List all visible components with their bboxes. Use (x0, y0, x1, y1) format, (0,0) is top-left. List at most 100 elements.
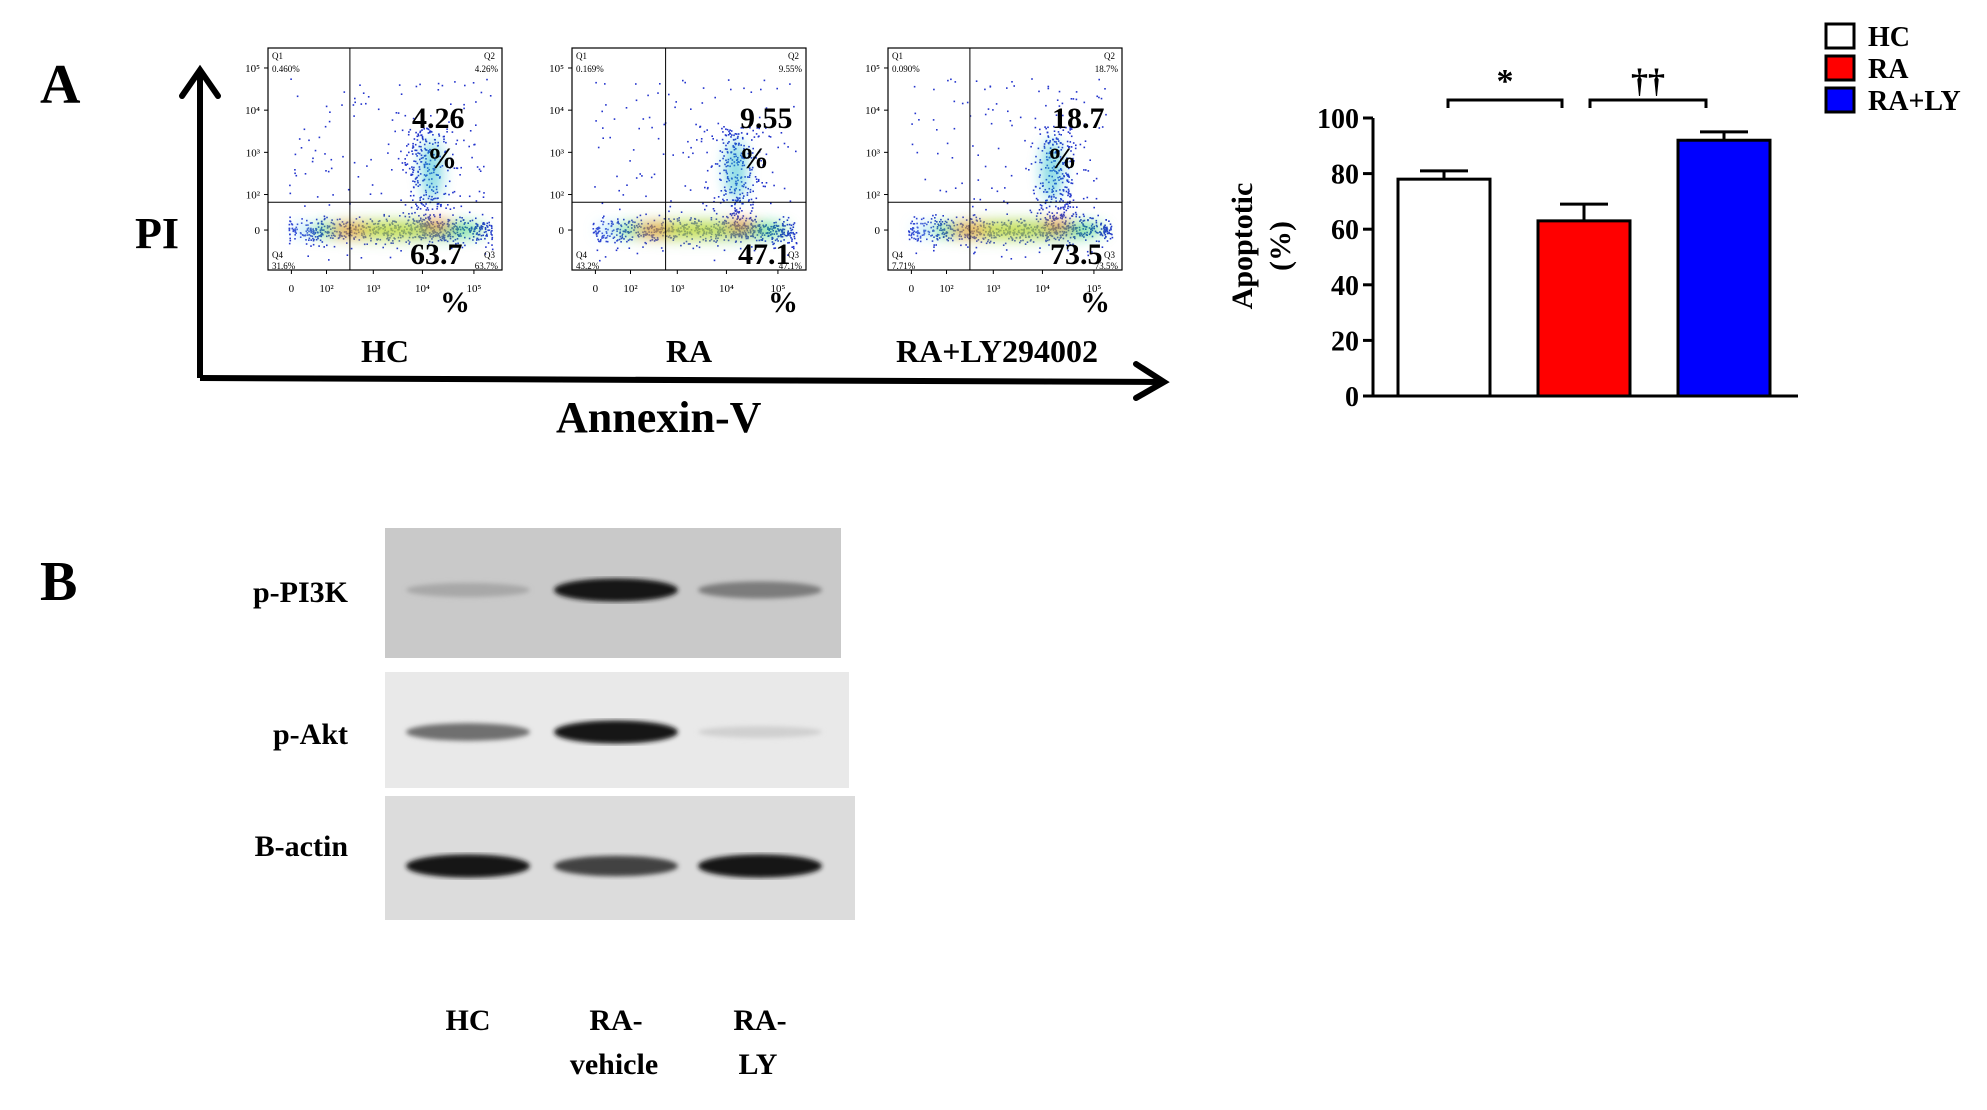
q4-label: Q4 (272, 250, 283, 260)
y-tick-label: 0 (255, 225, 261, 237)
q1-percent: 0.460% (272, 64, 300, 74)
group-label: HC (361, 333, 409, 369)
legend-label: RA (1868, 54, 1909, 85)
bar-ra (1536, 219, 1632, 398)
q2-percent: 18.7% (1095, 64, 1119, 74)
big-lower-percent: 63.7 (410, 238, 463, 271)
legend-swatch (1824, 86, 1856, 114)
density-hotspots (914, 140, 1106, 240)
big-upper-unit: % (1047, 142, 1077, 175)
lane-label: HC (446, 1004, 491, 1037)
q3-label: Q3 (788, 250, 799, 260)
x-tick-label: 0 (593, 283, 599, 295)
bar-y-tick-label: 80 (1331, 160, 1359, 191)
significance-mark: †† (1631, 63, 1665, 100)
q2-label: Q2 (788, 51, 799, 61)
q2-label: Q2 (484, 51, 495, 61)
blot-bands (406, 854, 822, 878)
x-tick-label: 10² (939, 283, 954, 295)
q1-label: Q1 (272, 51, 283, 61)
y-tick-label: 10⁴ (245, 105, 260, 117)
pi-axis-label: PI (135, 209, 179, 258)
bar-y-label-unit: (%) (1264, 221, 1297, 271)
big-lower-unit: % (440, 286, 470, 319)
x-tick-label: 10⁵ (466, 283, 481, 295)
blot-label: p-Akt (273, 718, 348, 751)
significance-mark: * (1497, 63, 1514, 100)
band (698, 726, 822, 738)
y-tick-label: 10³ (550, 147, 565, 159)
flow-plot-ra-ly294002: Q10.090%Q218.7%Q47.71%Q373.5%10⁵10⁴10³10… (865, 47, 1123, 369)
flow-plots: Q10.460%Q24.26%Q431.6%Q363.7%10⁵10⁴10³10… (245, 47, 1123, 369)
blot-bands (406, 578, 822, 602)
big-upper-percent: 4.26 (412, 102, 465, 135)
significance-bracket (1588, 98, 1708, 108)
x-tick-label: 10³ (366, 283, 381, 295)
q1-label: Q1 (576, 51, 587, 61)
bar-y-tick-label: 0 (1345, 382, 1359, 413)
q4-label: Q4 (892, 250, 903, 260)
x-tick-label: 10⁴ (415, 283, 430, 295)
blot-strip-p-pi3k: p-PI3K (253, 528, 841, 658)
x-tick-label: 10³ (670, 283, 685, 295)
legend-swatch (1824, 22, 1856, 50)
band (554, 720, 678, 744)
q4-percent: 43.2% (576, 261, 600, 271)
bar-y-label: Apoptotic (1226, 183, 1259, 310)
q3-percent: 73.5% (1095, 261, 1119, 271)
q2-percent: 9.55% (779, 64, 803, 74)
lane-label-line1: RA- (733, 1004, 786, 1037)
q4-percent: 31.6% (272, 261, 296, 271)
group-label: RA (666, 333, 712, 369)
q1-label: Q1 (892, 51, 903, 61)
big-upper-percent: 18.7 (1052, 102, 1105, 135)
big-upper-unit: % (427, 142, 457, 175)
blot-strip-p-akt: p-Akt (273, 672, 849, 788)
bar-y-tick-label: 20 (1331, 326, 1359, 357)
bar-ra-ly (1676, 138, 1772, 398)
blot-bands (406, 720, 822, 744)
y-tick-label: 10⁵ (549, 63, 564, 75)
annexin-axis-label: Annexin-V (556, 393, 762, 442)
legend-label: HC (1868, 22, 1910, 53)
lane-label: RA-vehicle (570, 1004, 658, 1081)
bar-y-tick-label: 100 (1317, 104, 1359, 135)
group-label: RA+LY294002 (896, 333, 1098, 369)
panel-b-letter: B (40, 551, 77, 613)
big-lower-unit: % (768, 286, 798, 319)
x-tick-label: 10⁵ (1086, 283, 1101, 295)
y-tick-label: 10⁴ (865, 105, 880, 117)
blot-label: B-actin (255, 830, 349, 863)
y-tick-label: 0 (875, 225, 881, 237)
x-tick-label: 10³ (986, 283, 1001, 295)
bar-y-tick-label: 40 (1331, 271, 1359, 302)
q2-percent: 4.26% (475, 64, 499, 74)
big-lower-percent: 47.1 (738, 238, 791, 271)
band (406, 854, 530, 878)
y-tick-label: 10³ (246, 147, 261, 159)
y-tick-label: 10² (866, 190, 881, 202)
x-tick-label: 10² (319, 283, 334, 295)
western-blots: p-PI3K p-Akt B-actin HC RA-vehicle RA- LY (253, 528, 855, 1081)
y-tick-label: 0 (559, 225, 565, 237)
panel-a-axes (179, 64, 1170, 401)
q3-percent: 47.1% (779, 261, 803, 271)
density-hotspots (294, 140, 486, 240)
legend-swatch (1824, 54, 1856, 82)
legend-label: RA+LY (1868, 86, 1961, 117)
lane-label-line2: LY (739, 1048, 778, 1081)
q4-percent: 7.71% (892, 261, 916, 271)
x-tick-label: 0 (909, 283, 915, 295)
q3-label: Q3 (1104, 250, 1115, 260)
flow-plot-hc: Q10.460%Q24.26%Q431.6%Q363.7%10⁵10⁴10³10… (245, 47, 503, 369)
blot-strip-b-actin: B-actin (255, 796, 855, 920)
bar-hc (1396, 177, 1492, 398)
q3-percent: 63.7% (475, 261, 499, 271)
x-tick-label: 10⁵ (770, 283, 785, 295)
bar-y-tick-label: 60 (1331, 215, 1359, 246)
band (554, 578, 678, 602)
band (698, 581, 822, 599)
panel-a-letter: A (40, 54, 81, 116)
lane-label-line1: HC (446, 1004, 491, 1037)
